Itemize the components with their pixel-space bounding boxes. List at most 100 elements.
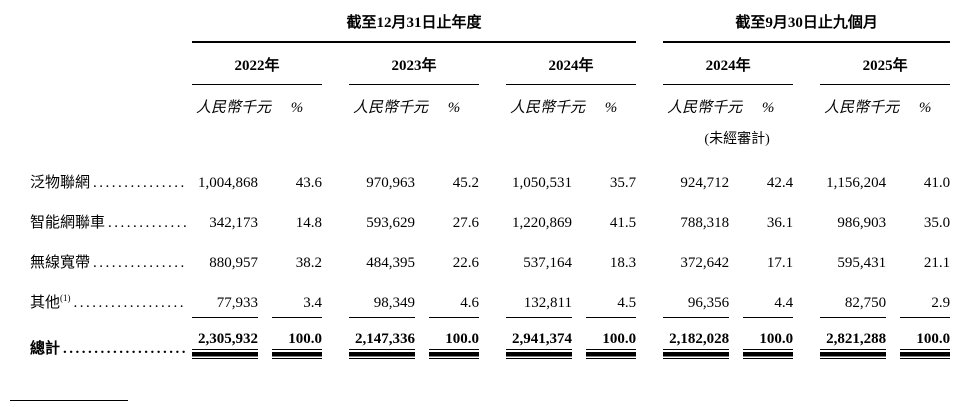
table-row-wireless-broadband: 無線寬帶 880,957 38.2 484,395 22.6 537,164 18.3…: [0, 237, 954, 277]
pct-cell: 17.1: [766, 255, 794, 271]
amount-cell: 77,933: [192, 277, 258, 318]
percent-header: %: [447, 100, 461, 116]
pct-cell: 4.4: [743, 277, 794, 318]
total-amount-cell: 2,941,374: [506, 317, 572, 363]
dot-leader: [74, 295, 186, 312]
row-label-wireless-broadband: 無線寬帶: [0, 251, 192, 272]
pct-cell: 45.2: [452, 175, 479, 191]
percent-header: %: [604, 100, 618, 116]
pct-cell: 18.3: [609, 255, 637, 271]
double-rule: [586, 349, 637, 359]
total-pct-cell: 100.0: [429, 317, 479, 363]
amount-header: 人民幣千元: [510, 100, 586, 116]
pct-cell: 14.8: [295, 215, 322, 231]
amount-cell: 595,431: [837, 255, 887, 271]
total-pct-cell: 100.0: [900, 317, 951, 363]
dot-leader: [93, 255, 186, 272]
year-header-2023: 2023年: [349, 42, 479, 85]
double-rule: [192, 349, 258, 359]
amount-cell: 1,004,868: [198, 175, 258, 191]
pct-cell: 22.6: [452, 255, 479, 271]
pct-cell: 3.4: [272, 277, 322, 318]
amount-cell: 537,164: [523, 255, 572, 271]
amount-cell: 1,050,531: [512, 175, 572, 191]
double-rule: [349, 349, 415, 359]
table-row-smart-connected-vehicle: 智能網聯車 342,173 14.8 593,629 27.6 1,220,869 4…: [0, 197, 954, 237]
amount-cell: 98,349: [349, 277, 415, 318]
amount-cell: 1,220,869: [512, 215, 572, 231]
pct-cell: 41.5: [609, 215, 637, 231]
total-amount-cell: 2,182,028: [663, 317, 730, 363]
amount-cell: 788,318: [680, 215, 730, 231]
double-rule: [506, 349, 572, 359]
table-row-others: 其他(1) 77,933 3.4 98,349 4.6 132,811 4.5 96,…: [0, 277, 954, 318]
pct-cell: 42.4: [766, 175, 794, 191]
pct-cell: 43.6: [295, 175, 322, 191]
total-pct-cell: 100.0: [272, 317, 322, 363]
total-amount-cell: 2,147,336: [349, 317, 415, 363]
total-pct-cell: 100.0: [743, 317, 794, 363]
row-label-pan-iot: 泛物聯網: [0, 171, 192, 192]
amount-cell: 986,903: [837, 215, 887, 231]
year-header-9m-2025: 2025年: [820, 42, 951, 85]
amount-header: 人民幣千元: [667, 100, 743, 116]
amount-header: 人民幣千元: [196, 100, 272, 116]
row-label-others: 其他(1): [0, 291, 192, 312]
pct-cell: 41.0: [923, 175, 951, 191]
total-pct-cell: 100.0: [586, 317, 637, 363]
period-header-row: 截至12月31日止年度 截至9月30日止九個月: [0, 0, 954, 43]
percent-header: %: [290, 100, 304, 116]
pct-cell: 2.9: [900, 277, 951, 318]
double-rule: [900, 349, 951, 359]
table-row-total: 總計 2,305,932 100.0 2,147,336 100.0 2,941…: [0, 317, 954, 363]
period-header-nine-months: 截至9月30日止九個月: [663, 0, 951, 43]
double-rule: [429, 349, 479, 359]
amount-cell: 880,957: [209, 255, 258, 271]
amount-cell: 970,963: [366, 175, 415, 191]
amount-cell: 96,356: [663, 277, 730, 318]
footnote-ref-1: (1): [60, 293, 71, 303]
amount-cell: 132,811: [506, 277, 572, 318]
pct-cell: 4.6: [429, 277, 479, 318]
unaudited-note-row: (未經審計): [0, 119, 954, 151]
dot-leader: [93, 175, 186, 192]
amount-cell: 924,712: [680, 175, 730, 191]
double-rule: [272, 349, 322, 359]
table-row-pan-iot: 泛物聯網 1,004,868 43.6 970,963 45.2 1,050,531…: [0, 151, 954, 197]
total-amount-cell: 2,305,932: [192, 317, 258, 363]
pct-cell: 35.7: [609, 175, 637, 191]
double-rule: [820, 349, 887, 359]
row-label-total: 總計: [0, 337, 192, 358]
year-header-9m-2024: 2024年: [663, 42, 794, 85]
amount-cell: 593,629: [366, 215, 415, 231]
pct-cell: 4.5: [586, 277, 637, 318]
footnote-separator-rule: [10, 400, 128, 401]
pct-cell: 38.2: [295, 255, 322, 271]
amount-cell: 82,750: [820, 277, 887, 318]
pct-cell: 27.6: [452, 215, 479, 231]
row-label-smart-connected-vehicle: 智能網聯車: [0, 211, 192, 232]
percent-header: %: [918, 100, 932, 116]
period-header-annual: 截至12月31日止年度: [192, 0, 637, 43]
pct-cell: 36.1: [766, 215, 794, 231]
percent-header: %: [761, 100, 775, 116]
revenue-breakdown-table: 截至12月31日止年度 截至9月30日止九個月 2022年 2023年 2024…: [0, 0, 954, 363]
amount-cell: 342,173: [209, 215, 258, 231]
pct-cell: 35.0: [923, 215, 951, 231]
unaudited-note: (未經審計): [704, 132, 770, 147]
year-header-row: 2022年 2023年 2024年 2024年 2025年: [0, 42, 954, 85]
dot-leader: [63, 341, 186, 358]
amount-cell: 1,156,204: [826, 175, 887, 191]
pct-cell: 21.1: [923, 255, 951, 271]
amount-header: 人民幣千元: [353, 100, 429, 116]
double-rule: [663, 349, 730, 359]
total-amount-cell: 2,821,288: [820, 317, 887, 363]
year-header-2022: 2022年: [192, 42, 322, 85]
column-header-row: 人民幣千元 % 人民幣千元 % 人民幣千元 % 人民幣千元 % 人民幣千元 %: [0, 84, 954, 119]
amount-header: 人民幣千元: [824, 100, 900, 116]
year-header-2024: 2024年: [506, 42, 637, 85]
dot-leader: [108, 215, 186, 232]
amount-cell: 372,642: [680, 255, 730, 271]
double-rule: [743, 349, 794, 359]
amount-cell: 484,395: [366, 255, 415, 271]
